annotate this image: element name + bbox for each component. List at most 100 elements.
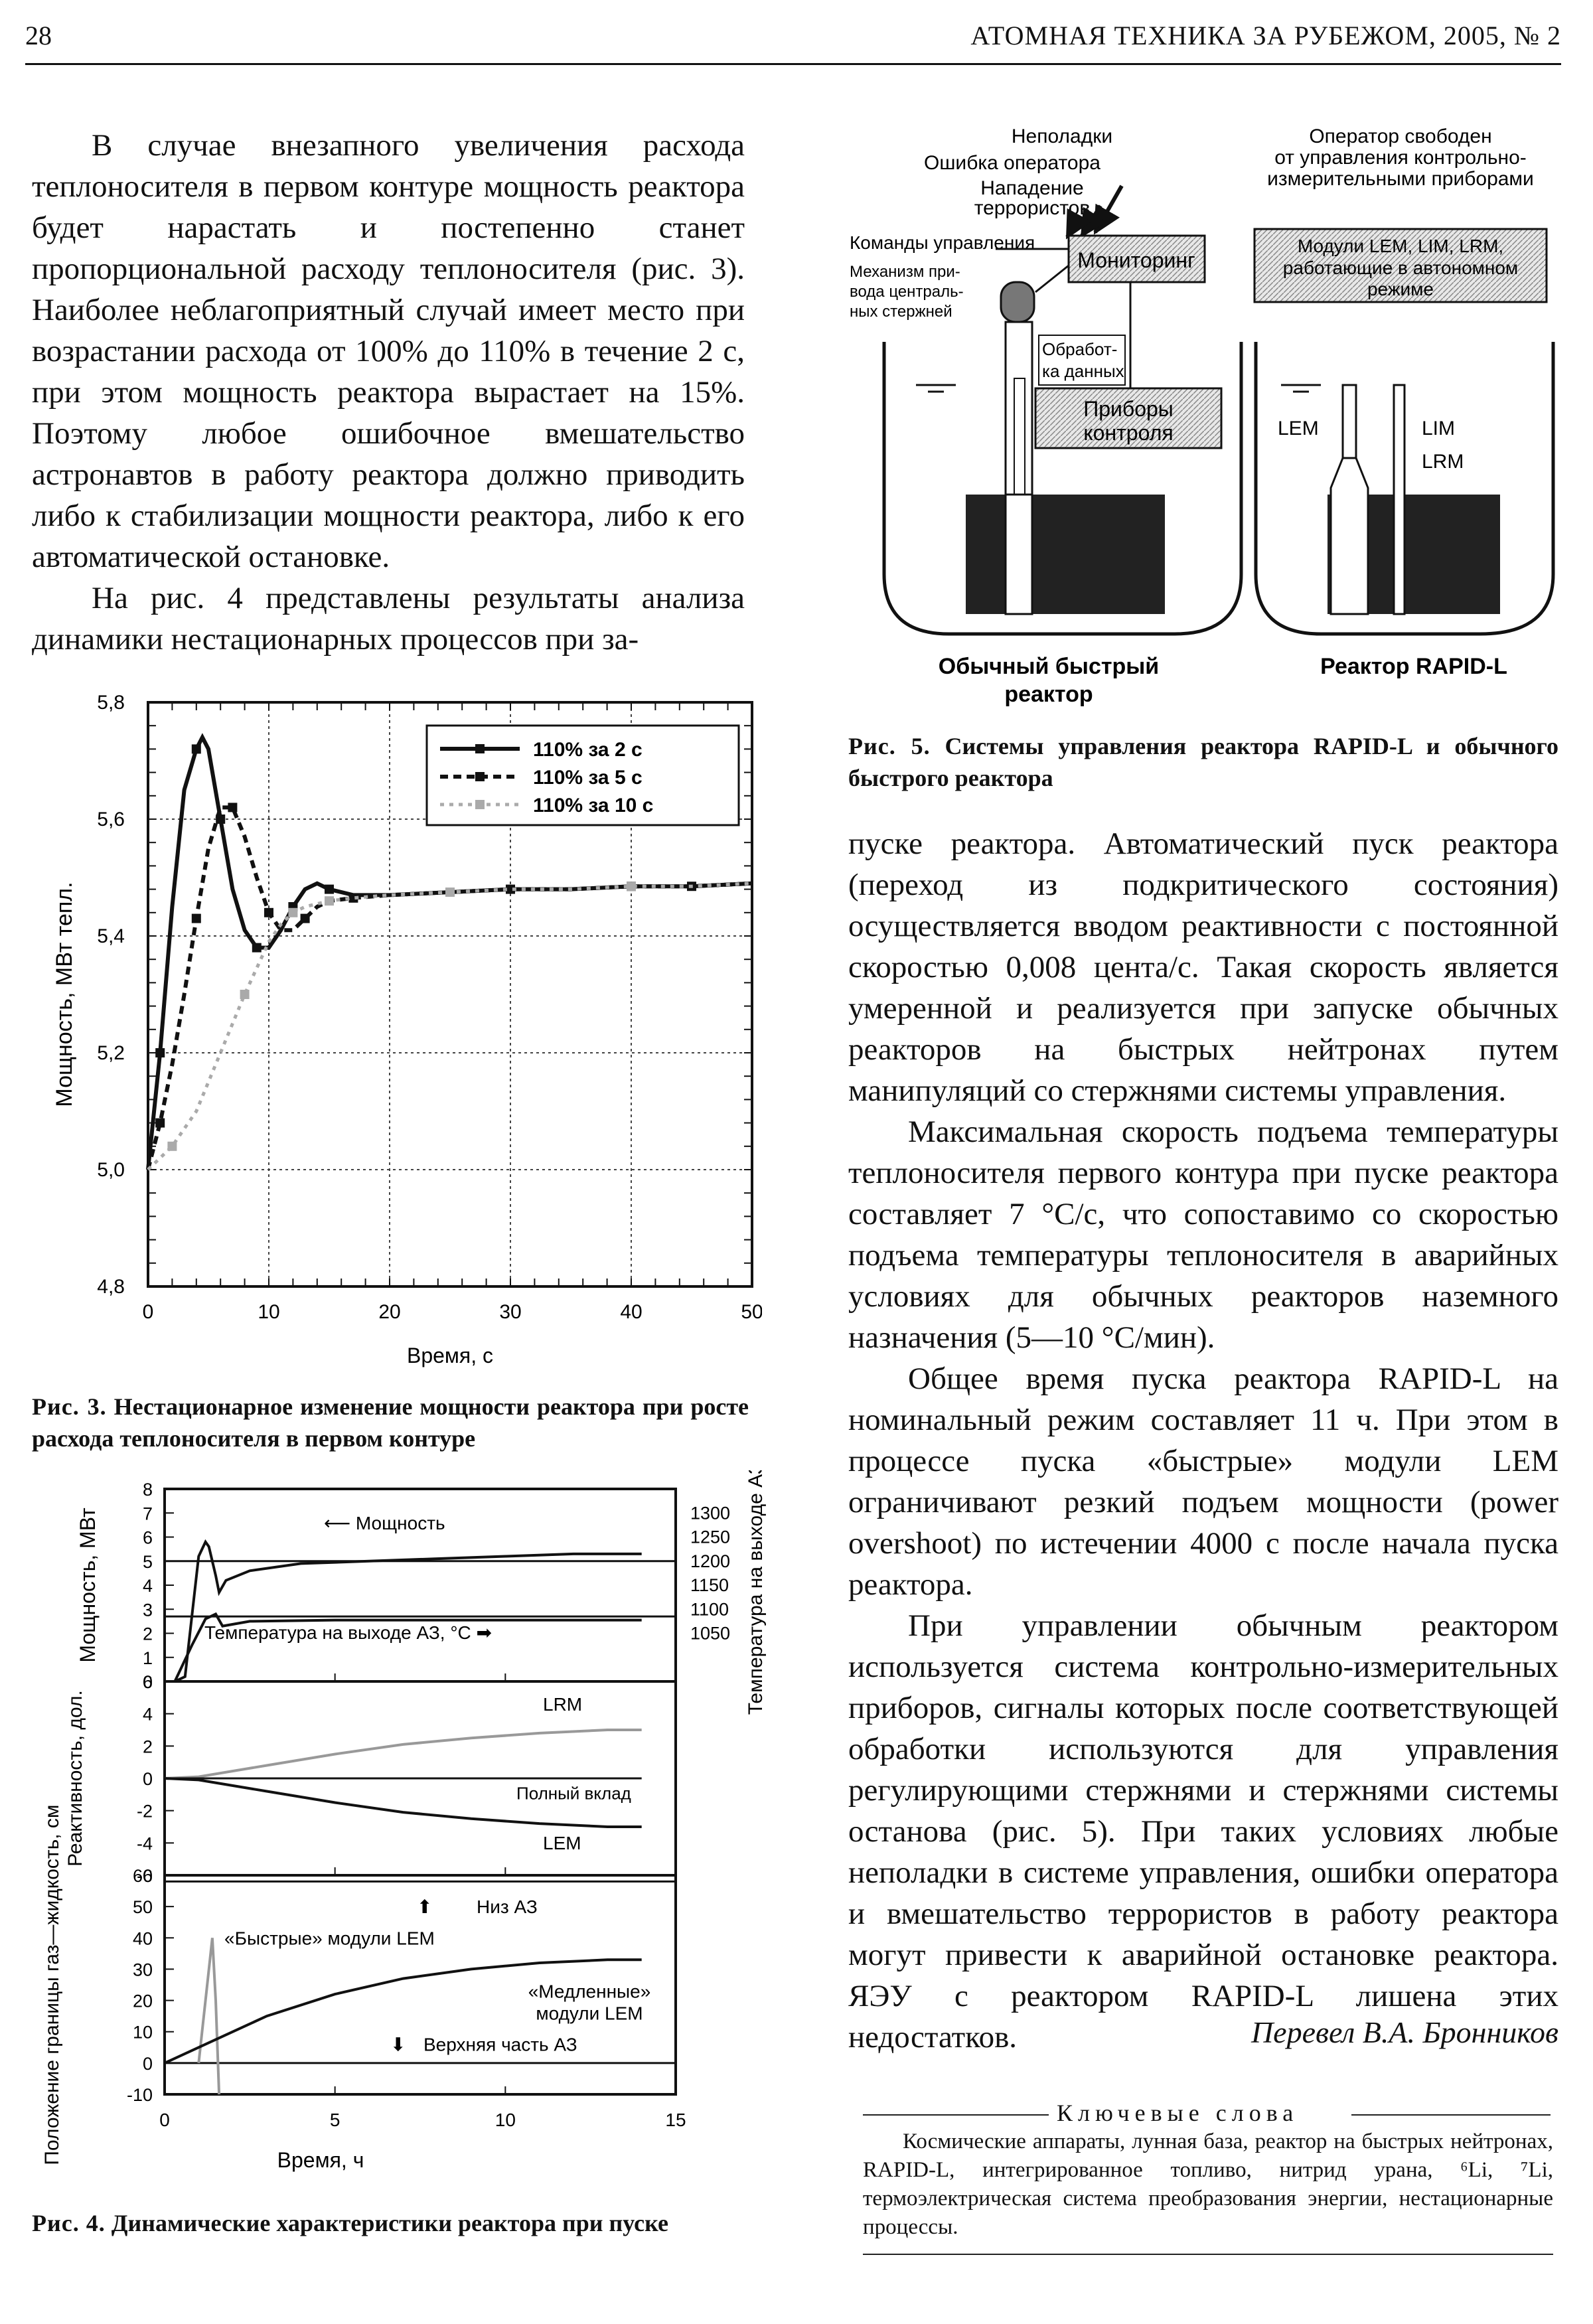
fig4-y2-tick-label: 1050 [690,1624,730,1644]
fig4-slow-lem-annotation-2: модули LEM [536,2003,643,2023]
fig4-panel1-series-1 [165,1539,642,1683]
fig3-x-axis-label: Время, с [407,1344,493,1367]
fig3-series-marker-2 [228,803,238,813]
fig4-slow-lem-annotation-1: «Медленные» [528,1981,651,2001]
fig5-right-free-2: от управления контрольно- [1274,147,1527,169]
fig4-y-tick-label: 2 [143,1624,153,1644]
fig5-left-title-2: реактор [1004,682,1093,707]
fig3-series-marker-2 [191,913,201,923]
fig4-y2-tick-label: 1200 [690,1551,730,1571]
fig4-caption-text: Динамические характеристики реактора при… [111,2210,668,2236]
fig4-y-tick-label: -2 [137,1802,153,1821]
fig3-legend-label-1: 110% за 2 с [533,739,643,761]
fig4-y-tick-label: 4 [143,1705,153,1725]
fig4-y-tick-label: 6 [143,1672,153,1692]
fig4-y-tick-label: 2 [143,1737,153,1756]
fig3-series-marker-2 [155,1118,165,1128]
fig3-y-tick-label: 5,6 [97,809,125,830]
fig5-label-fault: Неполадки [1012,125,1112,147]
fig5-instruments-1: Приборы [1083,397,1174,421]
fig3-series-marker-3 [288,907,298,917]
fig5-lim-lrm-module [1393,384,1406,615]
fig5-monitoring-box [1067,234,1206,283]
fig3-series-marker-1 [155,1048,165,1057]
fig5-caption-label: Рис. 5. [848,733,931,759]
fig5-lrm-label: LRM [1422,451,1464,473]
fig4-x-tick-label: 10 [495,2110,516,2130]
fig5-label-attack-1: Нападение [980,177,1083,199]
fig4-caption-label: Рис. 4. [32,2210,106,2236]
fig3-series-marker-2 [506,884,515,894]
page-number: 28 [25,21,52,50]
fig4-y2-tick-label: 1300 [690,1503,730,1523]
fig3-series-marker-2 [264,907,273,917]
fig4-y-axis-label-right: Температура на выходе АЗ, °С [745,1470,767,1715]
fig4-fast-lem-annotation: «Быстрые» модули LEM [224,1928,435,1948]
fig4-y-tick-label: 50 [133,1897,153,1917]
left-paragraph-1: В случае внезапного увеличения расхода т… [32,128,745,574]
fig5-caption-text: Системы управления реактора RAPID-L и об… [848,733,1559,791]
fig3-chart: 0 10 20 30 40 50 4,8 5,0 5,2 5,4 5,6 5,8 110% за 2 с… [52,692,762,1367]
fig4-panel2-series-3 [164,1777,642,1828]
fig3-legend-marker-3 [475,800,485,809]
keywords-text: Космические аппараты, лунная база, реакт… [863,2130,1553,2239]
fig4-chart: 012345678-6-4-20246-10010203040506010501… [41,1470,767,2172]
fig3-series-marker-3 [167,1141,177,1151]
fig5-modules-box [1253,228,1548,303]
fig3-y-tick-label: 5,4 [97,925,125,947]
fig3-x-tick-label: 40 [620,1301,642,1323]
fig4-y-axis-label-middle: Реактивность, дол. [64,1690,86,1867]
fig4-temp-annotation: Температура на выходе АЗ, °С ➡ [204,1622,492,1643]
fig3-legend-marker-2 [475,772,485,781]
left-paragraph-2: На рис. 4 представлены результаты анализ… [32,581,745,657]
fig4-panel3-series-3 [197,1938,221,2095]
fig3-x-tick-label: 0 [143,1301,154,1323]
fig3-y-axis-label: Мощность, МВт тепл. [52,882,77,1107]
fig3-series-marker-1 [252,943,262,953]
fig5-arrow-attack [1065,208,1092,240]
fig5-drive-mechanism [1000,281,1035,323]
fig4-x-tick-label: 15 [665,2110,686,2130]
fig5-lem-label: LEM [1278,418,1319,439]
fig4-x-tick-label: 5 [330,2110,341,2130]
fig3-series-marker-1 [325,884,334,894]
fig4-top-core-annotation: Верхняя часть АЗ [423,2035,577,2055]
fig4-y2-tick-label: 1150 [690,1575,729,1595]
fig5-right-vessel [1254,342,1555,636]
fig5-label-mech-2: вода централь- [850,283,964,301]
fig4-y-tick-label: 4 [143,1576,153,1596]
fig4-y2-tick-label: 1250 [690,1527,730,1547]
fig5-left-core [966,495,1165,614]
journal-title: АТОМНАЯ ТЕХНИКА ЗА РУБЕЖОМ, 2005, № 2 [970,21,1561,50]
right-paragraph-2: Максимальная скорость подъема температур… [848,1115,1558,1355]
fig4-y-tick-label: 8 [143,1480,153,1500]
fig3-legend-label-2: 110% за 5 с [533,767,643,789]
fig5-data-processing-2: ка данных [1042,361,1124,381]
fig4-panel2-series-1 [164,1729,642,1780]
fig4-bottom-core-annotation: Низ АЗ [477,1897,538,1917]
fig3-caption: Рис. 3. Нестационарное изменение мощност… [32,1391,749,1454]
fig4-lrm-annotation: LRM [543,1694,582,1715]
fig5-modules-1: Модули LEM, LIM, LRM, [1298,236,1503,256]
fig5-lem-module [1341,384,1357,459]
fig3-y-tick-label: 5,8 [97,692,125,714]
fig4-y-tick-label: 5 [143,1552,153,1572]
fig5-left-vessel [882,342,1243,636]
fig4-y-tick-label: -10 [127,2085,153,2105]
fig3-series-marker-3 [445,888,455,897]
right-paragraph-3: Общее время пуска реактора RAPID-L на но… [848,1361,1558,1602]
fig4-y-tick-label: -6 [137,1866,153,1886]
fig4-y-tick-label: 10 [133,2023,153,2043]
fig3-legend-label-3: 110% за 10 с [533,795,653,816]
fig4-panel3-series-4 [164,1958,642,2064]
fig4-y-axis-label-bottom: Положение границы газ—жидкость, см [41,1804,63,2165]
fig3-series-marker-2 [300,913,310,923]
left-text-block: В случае внезапного увеличения расхода т… [32,125,745,660]
fig4-panel1-series-2 [165,1612,642,1683]
fig3-series-marker-2 [348,893,358,903]
fig5-label-operator-error: Ошибка оператора [924,152,1100,174]
fig3-caption-label: Рис. 3. [32,1393,107,1420]
fig4-caption: Рис. 4. Динамические характеристики реак… [32,2207,749,2239]
fig4-y-tick-label: 40 [133,1928,153,1948]
fig5-label-mech-3: ных стержней [850,303,952,321]
